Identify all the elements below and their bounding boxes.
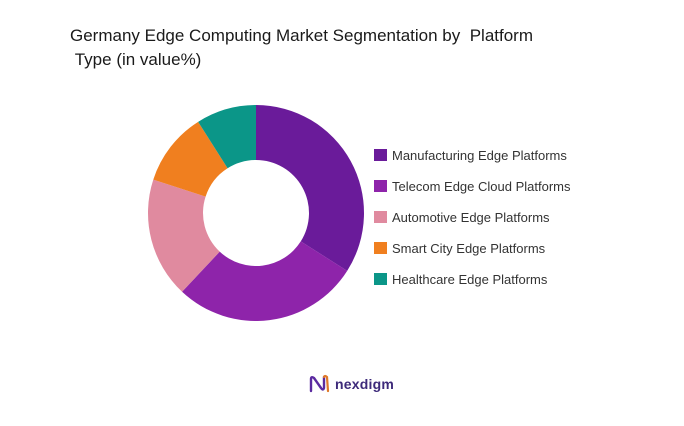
slice-telecom-edge-cloud-platforms (182, 241, 348, 322)
slice-automotive-edge-platforms (147, 179, 220, 292)
legend-label: Telecom Edge Cloud Platforms (392, 179, 571, 194)
nexdigm-logo-icon (309, 374, 330, 393)
legend-swatch (374, 273, 387, 285)
slice-healthcare-edge-platforms (198, 105, 256, 169)
legend-label: Healthcare Edge Platforms (392, 272, 548, 287)
slice-manufacturing-edge-platforms (256, 105, 364, 271)
brand-name: nexdigm (335, 376, 394, 392)
legend-label: Manufacturing Edge Platforms (392, 148, 567, 163)
donut-slices (147, 105, 364, 322)
slice-smart-city-edge-platforms (153, 121, 228, 197)
legend-swatch (374, 211, 387, 223)
legend-swatch (374, 180, 387, 192)
brand-logo: nexdigm (309, 374, 394, 394)
legend-label: Automotive Edge Platforms (392, 210, 550, 225)
chart-legend: Manufacturing Edge Platforms Telecom Edge… (374, 148, 571, 287)
legend-swatch (374, 242, 387, 254)
legend-swatch (374, 149, 387, 161)
legend-label: Smart City Edge Platforms (392, 241, 546, 256)
chart-title: Germany Edge Computing Market Segmentati… (70, 26, 533, 69)
